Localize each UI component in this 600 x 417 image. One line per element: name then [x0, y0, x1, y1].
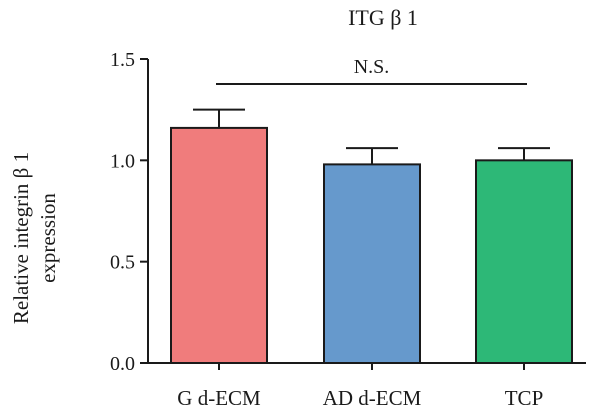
y-ticks: 0.0 0.5 1.0 1.5: [110, 49, 148, 375]
bars: [170, 126, 573, 365]
bar: [170, 126, 268, 365]
x-tick-label: G d-ECM: [177, 386, 261, 410]
x-tick-label: TCP: [505, 386, 544, 410]
y-axis-label: Relative integrin β 1 expression: [9, 152, 60, 324]
y-tick-label: 0.5: [110, 252, 135, 274]
y-tick-label: 1.5: [110, 49, 135, 71]
bar: [323, 163, 421, 364]
y-axis-label-line-2: expression: [36, 193, 60, 283]
y-tick-label: 1.0: [110, 150, 135, 172]
x-tick-labels: G d-ECM AD d-ECM TCP: [177, 386, 543, 410]
x-tick-label: AD d-ECM: [323, 386, 422, 410]
significance-annotation: N.S.: [216, 56, 527, 85]
chart-title: ITG β 1: [348, 5, 418, 30]
y-tick-label: 0.0: [110, 353, 135, 375]
significance-label: N.S.: [354, 56, 390, 78]
error-bars: [193, 108, 550, 165]
y-axis-label-line-1: Relative integrin β 1: [9, 152, 33, 324]
bar: [475, 159, 573, 364]
